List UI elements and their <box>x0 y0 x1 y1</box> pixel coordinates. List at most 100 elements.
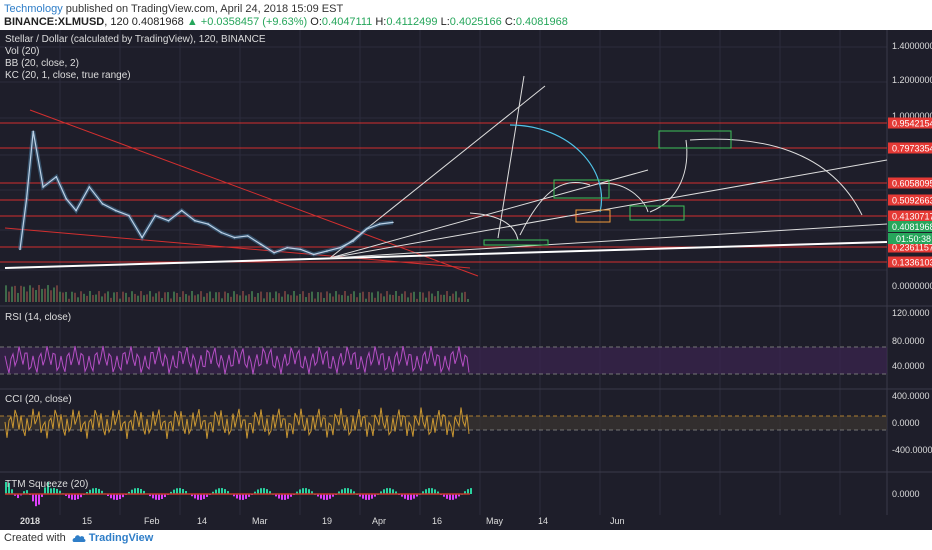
volume-bar <box>350 293 352 302</box>
high-label: H: <box>375 16 387 28</box>
drawings <box>4 75 888 277</box>
volume-bar <box>407 297 409 302</box>
volume-bar <box>182 291 184 302</box>
level-label-box <box>888 177 932 189</box>
volume-bar <box>110 297 112 302</box>
price-point <box>207 223 209 225</box>
volume-bar <box>263 298 265 302</box>
low-value: 0.4025166 <box>449 16 502 28</box>
volume-bar <box>449 296 451 302</box>
volume-bar <box>38 285 40 302</box>
volume-bar <box>368 291 370 302</box>
ttm-bar <box>74 494 76 500</box>
time-axis[interactable]: 2018 15 Feb 14 Mar 19 Apr 16 May 14 Jun <box>20 516 625 526</box>
ttm-bar <box>386 488 388 494</box>
price-point <box>167 219 170 222</box>
ttm-bar <box>368 494 370 500</box>
ttm-bar <box>101 490 103 494</box>
ttm-bar <box>11 489 13 494</box>
volume-bar <box>134 293 136 302</box>
ttm-bar <box>470 488 472 494</box>
volume-bar <box>419 291 421 302</box>
volume-bar <box>173 291 175 302</box>
volume-bar <box>464 291 466 302</box>
ttm-bar <box>353 491 355 494</box>
chart-canvas[interactable]: Stellar / Dollar (calculated by TradingV… <box>0 30 932 530</box>
volume-bar <box>371 292 373 302</box>
ttm-bar <box>257 489 259 494</box>
ttm-bar <box>305 488 307 494</box>
ttm-bar <box>8 483 10 494</box>
volume-bar <box>32 287 34 302</box>
volume-bar <box>149 291 151 302</box>
rsi-band <box>0 347 887 374</box>
volume-bar <box>446 291 448 302</box>
volume-bar <box>338 294 340 302</box>
volume-bar <box>86 295 88 302</box>
ttm-bar <box>191 494 193 497</box>
price-tick: 1.0000000 <box>892 111 932 121</box>
price-point <box>220 231 223 234</box>
ttm-bar <box>92 488 94 494</box>
level-label-box <box>888 256 932 268</box>
volume-bar <box>422 292 424 302</box>
price-point <box>246 235 249 237</box>
time-label: 19 <box>322 516 332 526</box>
volume-bar <box>278 293 280 302</box>
ttm-bar <box>263 488 265 494</box>
volume-bar <box>5 285 7 302</box>
volume-bar <box>11 286 13 302</box>
volume-bar <box>29 285 31 302</box>
price-point <box>128 214 130 217</box>
volume-bar <box>35 290 37 302</box>
ttm-bar <box>128 491 130 494</box>
time-label: Apr <box>372 516 386 526</box>
close-label: C: <box>504 16 516 28</box>
ttm-bar <box>311 491 313 494</box>
volume-bar <box>347 295 349 302</box>
cci-tick: 400.0000 <box>892 391 930 401</box>
tradingview-logo[interactable]: TradingView <box>72 532 153 544</box>
price-point <box>154 214 157 217</box>
cci-tick: 0.0000 <box>892 418 920 428</box>
volume-bar <box>320 292 322 302</box>
ttm-bar <box>245 494 247 499</box>
symbol: BINANCE:XLMUSD <box>4 16 105 28</box>
price-point <box>392 221 394 224</box>
volume-bar <box>329 293 331 302</box>
price-point <box>88 186 91 188</box>
ttm-bar <box>374 494 376 497</box>
volume-bar <box>284 291 286 302</box>
level-label: 0.9542154 <box>892 119 932 129</box>
ttm-bar <box>137 488 139 494</box>
volume-bar <box>386 291 388 302</box>
time-label: 16 <box>432 516 442 526</box>
ttm-bar <box>455 494 457 499</box>
ttm-bar <box>170 491 172 494</box>
volume-bar <box>65 291 67 302</box>
volume-bar <box>83 293 85 302</box>
ttm-bar <box>59 490 61 494</box>
ttm-bar <box>179 488 181 494</box>
ttm-bar <box>437 491 439 494</box>
volume-bar <box>266 292 268 302</box>
price-axis[interactable]: 1.4000000 1.2000000 1.0000000 0.0000000 … <box>892 41 932 499</box>
volume-bar <box>17 292 19 302</box>
price-point <box>312 253 315 256</box>
ttm-bar <box>242 494 244 500</box>
ttm-bar <box>458 494 460 497</box>
volume-bar <box>251 291 253 302</box>
volume-bar <box>164 292 166 302</box>
ttm-bar <box>176 488 178 494</box>
author-link[interactable]: Techmology <box>4 3 63 15</box>
rsi-title: RSI (14, close) <box>5 312 71 323</box>
volume-bar <box>356 297 358 302</box>
time-label: 2018 <box>20 516 40 526</box>
volume-bar <box>119 298 121 302</box>
ttm-bar <box>389 488 391 494</box>
ttm-bar <box>344 488 346 494</box>
time-label: Feb <box>144 516 160 526</box>
volume-bar <box>287 294 289 302</box>
ttm-bar <box>347 488 349 494</box>
rsi-tick: 120.0000 <box>892 308 930 318</box>
